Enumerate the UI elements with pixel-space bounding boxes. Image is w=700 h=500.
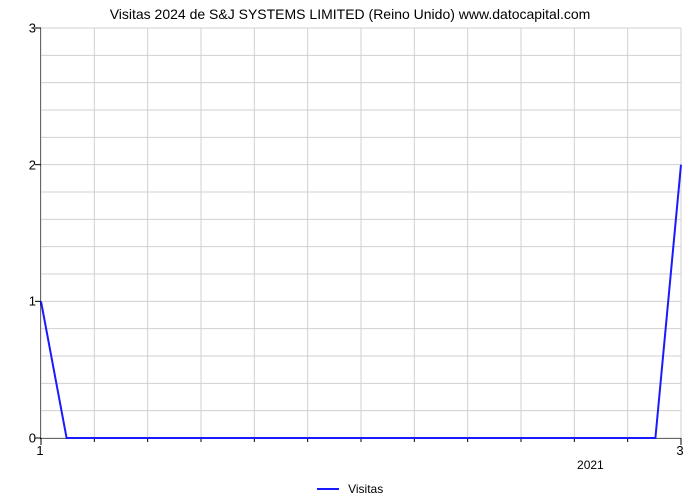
plot-area — [40, 28, 681, 439]
x-tick-label: 1 — [36, 443, 43, 458]
chart-container: Visitas 2024 de S&J SYSTEMS LIMITED (Rei… — [0, 0, 700, 500]
y-tick-label: 0 — [18, 431, 36, 446]
y-tick-label: 3 — [18, 21, 36, 36]
y-tick-label: 2 — [18, 157, 36, 172]
x-tick-label: 3 — [676, 443, 683, 458]
legend: Visitas — [0, 481, 700, 496]
legend-swatch — [317, 488, 339, 490]
chart-title: Visitas 2024 de S&J SYSTEMS LIMITED (Rei… — [0, 6, 700, 22]
x-sub-label: 2021 — [577, 458, 604, 472]
legend-label: Visitas — [348, 482, 383, 496]
y-tick-label: 1 — [18, 294, 36, 309]
plot-svg — [41, 28, 681, 438]
